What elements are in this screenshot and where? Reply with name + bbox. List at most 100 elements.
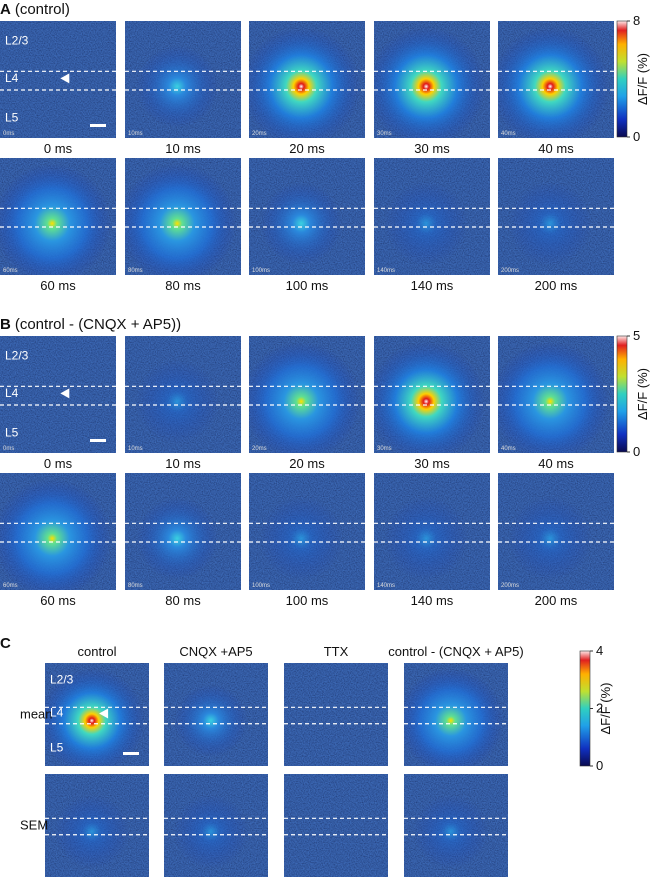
frame-label: 140 ms	[411, 278, 454, 293]
frame-label: 80 ms	[165, 278, 201, 293]
activity-glow	[125, 21, 241, 138]
time-stamp: 60ms	[3, 583, 18, 589]
panel-letter: A	[0, 1, 11, 18]
image-frame	[125, 473, 241, 590]
colorbar	[579, 650, 591, 767]
scale-bar	[90, 124, 106, 127]
frame-label: 60 ms	[40, 593, 76, 608]
activity-glow	[404, 663, 508, 766]
activity-glow	[249, 336, 365, 453]
time-stamp: 200ms	[501, 268, 519, 274]
time-stamp: 30ms	[377, 131, 392, 137]
time-stamp: 20ms	[252, 446, 267, 452]
colorbar-label: ΔF/F (%)	[635, 53, 650, 105]
frame-label: 140 ms	[411, 593, 454, 608]
colorbar	[616, 20, 628, 138]
image-noise	[0, 336, 116, 453]
image-frame	[404, 663, 508, 766]
frame-label: 60 ms	[40, 278, 76, 293]
time-stamp: 100ms	[252, 583, 270, 589]
panel-title-text: (control - (CNQX + AP5))	[15, 316, 181, 333]
time-stamp: 10ms	[128, 446, 143, 452]
frame-label: 80 ms	[165, 593, 201, 608]
time-stamp: 40ms	[501, 131, 516, 137]
frame-label: 100 ms	[286, 278, 329, 293]
activity-glow	[45, 774, 149, 877]
image-noise	[0, 21, 116, 138]
panel-letter: B	[0, 316, 11, 333]
time-stamp: 30ms	[377, 446, 392, 452]
panel-title: A (control)	[0, 1, 70, 18]
time-stamp: 80ms	[128, 583, 143, 589]
activity-glow	[0, 158, 116, 275]
column-label: control - (CNQX + AP5)	[388, 644, 523, 659]
image-frame	[498, 158, 614, 275]
activity-glow	[125, 158, 241, 275]
stimulus-arrow	[99, 708, 109, 719]
activity-glow	[125, 336, 241, 453]
frame-label: 100 ms	[286, 593, 329, 608]
image-frame	[125, 21, 241, 138]
frame-label: 20 ms	[289, 141, 325, 156]
image-frame	[374, 158, 490, 275]
column-label: CNQX +AP5	[179, 644, 252, 659]
activity-glow	[498, 336, 614, 453]
image-frame	[0, 21, 116, 138]
activity-glow	[164, 663, 268, 766]
image-frame	[404, 774, 508, 877]
time-stamp: 80ms	[128, 268, 143, 274]
stimulus-arrow	[60, 388, 70, 399]
image-frame	[125, 336, 241, 453]
image-frame	[284, 663, 388, 766]
frame-label: 40 ms	[538, 141, 574, 156]
layer-label: L5	[5, 111, 19, 125]
activity-glow	[125, 473, 241, 590]
colorbar-tick-label: 0	[596, 758, 603, 773]
time-stamp: 140ms	[377, 268, 395, 274]
time-stamp: 100ms	[252, 268, 270, 274]
frame-label: 10 ms	[165, 456, 201, 471]
activity-glow	[498, 21, 614, 138]
colorbar-tick-label: 0	[633, 444, 640, 459]
scale-bar	[123, 752, 139, 755]
image-frame	[374, 473, 490, 590]
image-frame	[249, 21, 365, 138]
column-label: TTX	[324, 644, 349, 659]
colorbar-tick-label: 8	[633, 13, 640, 28]
layer-label: L4	[5, 71, 19, 85]
time-stamp: 0ms	[3, 446, 14, 452]
image-frame	[374, 336, 490, 453]
activity-glow	[374, 336, 490, 453]
activity-glow	[249, 21, 365, 138]
frame-label: 200 ms	[535, 593, 578, 608]
activity-glow	[164, 774, 268, 877]
activity-glow	[498, 473, 614, 590]
colorbar-tick-label: 2	[596, 701, 603, 716]
frame-label: 0 ms	[44, 141, 73, 156]
layer-label: L2/3	[5, 348, 29, 362]
image-frame	[498, 21, 614, 138]
image-frame	[0, 336, 116, 453]
colorbar-tick-label: 5	[633, 328, 640, 343]
image-frame	[45, 663, 149, 766]
layer-label: L5	[5, 426, 19, 440]
activity-glow	[45, 663, 149, 766]
time-stamp: 0ms	[3, 131, 14, 137]
scale-bar	[90, 439, 106, 442]
time-stamp: 20ms	[252, 131, 267, 137]
image-frame	[498, 336, 614, 453]
time-stamp: 140ms	[377, 583, 395, 589]
activity-glow	[249, 158, 365, 275]
activity-glow	[498, 158, 614, 275]
panel-title-text: (control)	[15, 1, 70, 18]
activity-glow	[249, 473, 365, 590]
layer-label: L4	[50, 706, 64, 720]
image-frame	[498, 473, 614, 590]
panel-letter: C	[0, 635, 11, 652]
activity-glow	[374, 158, 490, 275]
image-noise	[284, 663, 388, 766]
time-stamp: 200ms	[501, 583, 519, 589]
frame-label: 20 ms	[289, 456, 325, 471]
